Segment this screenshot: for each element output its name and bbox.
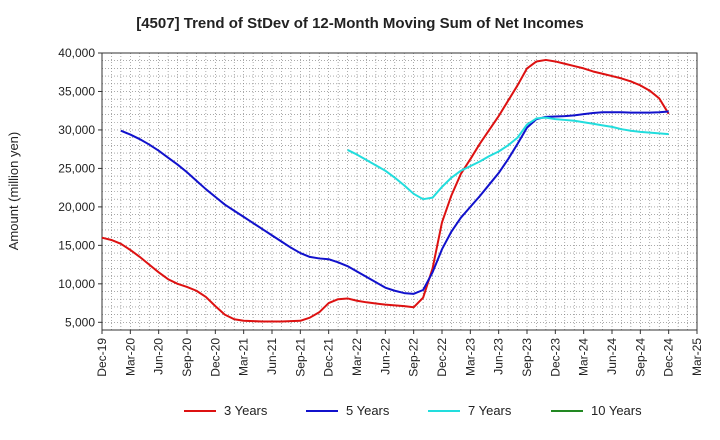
series-lines xyxy=(101,58,670,323)
legend-label: 10 Years xyxy=(591,403,642,418)
y-axis-ticks: 5,000 10,000 15,000 20,000 25,000 30,000 35,00… xyxy=(58,46,102,329)
y-axis-label: Amount (million yen) xyxy=(6,132,21,251)
x-tick-label: Mar-25 xyxy=(690,338,704,376)
x-tick-label: Jun-22 xyxy=(378,338,392,375)
legend-label: 3 Years xyxy=(224,403,268,418)
x-tick-label: Dec-24 xyxy=(662,338,676,377)
x-tick-label: Mar-24 xyxy=(577,338,591,376)
legend: 3 Years 5 Years 7 Years 10 Years xyxy=(184,403,642,418)
x-tick-label: Dec-22 xyxy=(435,338,449,377)
x-tick-label: Jun-23 xyxy=(492,338,506,375)
series-line-7-years xyxy=(347,116,669,201)
chart-title: [4507] Trend of StDev of 12-Month Moving… xyxy=(136,15,584,32)
x-tick-label: Mar-23 xyxy=(463,338,477,376)
y-tick-label: 40,000 xyxy=(58,46,95,60)
y-tick-label: 5,000 xyxy=(65,315,95,329)
y-tick-label: 25,000 xyxy=(58,161,95,175)
x-tick-label: Mar-21 xyxy=(237,338,251,376)
x-tick-label: Jun-20 xyxy=(152,338,166,375)
legend-label: 7 Years xyxy=(468,403,512,418)
x-tick-label: Mar-22 xyxy=(350,338,364,376)
y-tick-label: 10,000 xyxy=(58,277,95,291)
y-tick-label: 30,000 xyxy=(58,123,95,137)
series-line-3-years xyxy=(101,58,670,323)
legend-label: 5 Years xyxy=(346,403,390,418)
x-tick-label: Sep-22 xyxy=(407,338,421,377)
x-tick-label: Sep-20 xyxy=(180,338,194,377)
y-tick-label: 35,000 xyxy=(58,84,95,98)
x-tick-label: Mar-20 xyxy=(123,338,137,376)
plot-area xyxy=(101,52,698,331)
y-tick-label: 15,000 xyxy=(58,238,95,252)
x-tick-label: Dec-23 xyxy=(548,338,562,377)
x-tick-label: Sep-21 xyxy=(293,338,307,377)
series-line-5-years xyxy=(120,110,669,295)
x-tick-label: Sep-24 xyxy=(633,338,647,377)
x-axis-ticks: Dec-19 Mar-20 Jun-20 Sep-20 Dec-20 Mar-21 Jun-… xyxy=(95,330,704,377)
x-tick-label: Sep-23 xyxy=(520,338,534,377)
x-tick-label: Jun-24 xyxy=(605,338,619,375)
x-tick-label: Dec-20 xyxy=(208,338,222,377)
x-tick-label: Dec-19 xyxy=(95,338,109,377)
x-tick-label: Jun-21 xyxy=(265,338,279,375)
y-tick-label: 20,000 xyxy=(58,200,95,214)
x-tick-label: Dec-21 xyxy=(322,338,336,377)
